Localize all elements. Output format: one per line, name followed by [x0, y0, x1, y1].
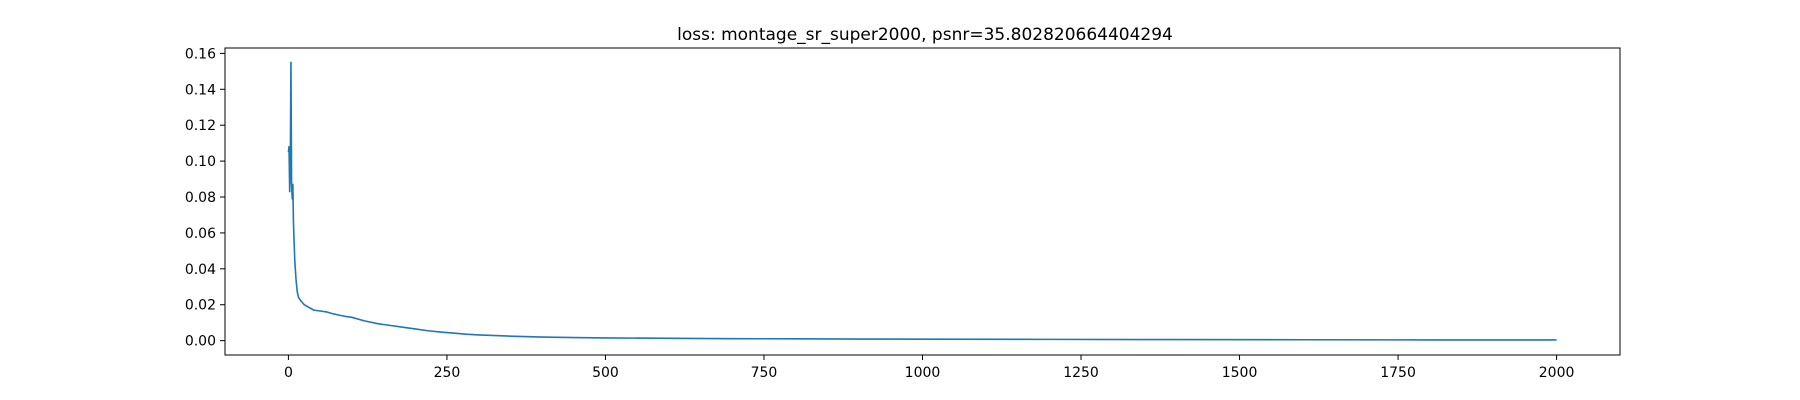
x-tick-label: 1500	[1222, 365, 1258, 381]
x-tick-label: 1000	[905, 365, 941, 381]
plot-area	[287, 61, 1557, 341]
y-tick-label: 0.10	[185, 154, 216, 170]
chart-title: loss: montage_sr_super2000, psnr=35.8028…	[677, 25, 1173, 45]
y-tick-label: 0.04	[185, 262, 216, 278]
y-tick-label: 0.06	[185, 226, 216, 242]
y-tick-label: 0.02	[185, 298, 216, 314]
x-tick-label: 1750	[1380, 365, 1416, 381]
y-tick-label: 0.14	[185, 82, 216, 98]
x-tick-label: 250	[434, 365, 461, 381]
y-tick-label: 0.08	[185, 190, 216, 206]
x-tick-label: 1250	[1063, 365, 1099, 381]
y-tick-label: 0.12	[185, 118, 216, 134]
x-tick-label: 0	[284, 365, 293, 381]
y-tick-label: 0.16	[185, 46, 216, 62]
x-tick-label: 500	[592, 365, 619, 381]
y-axis: 0.00 0.02 0.04 0.06 0.08 0.10 0.12 0.14 0.16	[185, 46, 225, 350]
x-tick-label: 750	[751, 365, 778, 381]
x-tick-label: 2000	[1539, 365, 1575, 381]
y-tick-label: 0.00	[185, 334, 216, 350]
x-axis: 0 250 500 750 1000 1250 1500 1750 2000	[284, 355, 1574, 381]
loss-series-line	[287, 61, 1557, 341]
